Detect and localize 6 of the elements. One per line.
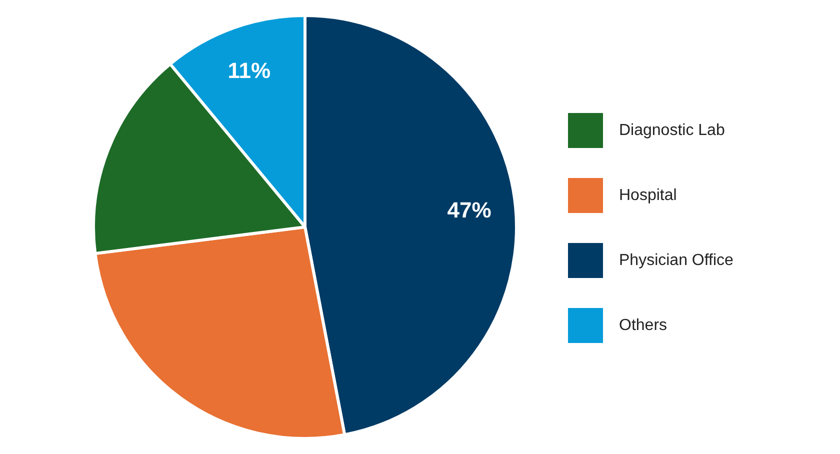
legend-label: Diagnostic Lab <box>619 122 725 140</box>
data-label: 11% <box>228 58 271 83</box>
data-label: 47% <box>447 198 492 223</box>
legend-label: Physician Office <box>619 252 734 270</box>
legend-label: Hospital <box>619 186 677 204</box>
legend-label: Others <box>619 316 668 334</box>
